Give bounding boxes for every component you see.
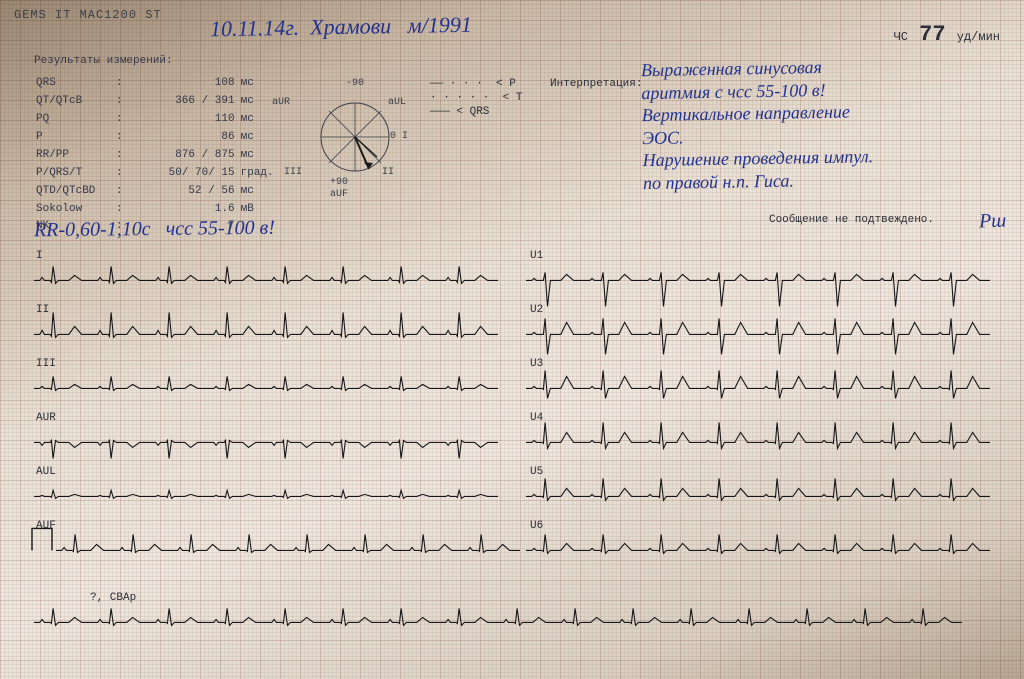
meas-unit	[241, 219, 281, 235]
meas-unit: мс	[241, 130, 281, 146]
meas-val: 876 / 875	[129, 148, 239, 164]
meas-key: Sokolow	[36, 202, 114, 218]
ecg-lead-u6: U6	[522, 518, 1002, 572]
meas-val: 110	[129, 112, 239, 128]
ecg-lead-auf: AUF	[30, 518, 510, 572]
axis-plus90-label: +90	[330, 177, 348, 188]
ecg-rhythm-strip: ?, СВАр	[30, 590, 998, 644]
meas-unit: град.	[241, 166, 281, 182]
table-row: QRS:108мс	[36, 76, 281, 92]
heart-rate-box: ЧС 77 уд/мин	[894, 22, 1000, 47]
axis-aur-label: aUR	[272, 97, 290, 108]
legend-qrs: < QRS	[456, 106, 489, 118]
meas-key: RR/PP	[36, 148, 114, 164]
meas-key: NK	[36, 219, 114, 235]
ecg-lead-u2: U2	[522, 302, 1002, 356]
measurements-title: Результаты измерений:	[34, 54, 283, 70]
meas-unit: мс	[241, 148, 281, 164]
table-row: QTD/QTcBD:52 / 56мс	[36, 184, 281, 200]
table-row: QT/QTcB:366 / 391мс	[36, 94, 281, 110]
meas-val: 7	[129, 219, 239, 235]
ecg-lead-u1: U1	[522, 248, 1002, 302]
ecg-lead-aul: AUL	[30, 464, 510, 518]
pqrs-legend: —— · · · < P · · · · · < T ——— < QRS	[430, 78, 522, 119]
legend-p: < P	[496, 78, 516, 90]
ecg-lead-u4: U4	[522, 410, 1002, 464]
table-row: PQ:110мс	[36, 112, 281, 128]
table-row: P:86мс	[36, 130, 281, 146]
ecg-lead-aur: AUR	[30, 410, 510, 464]
ecg-lead-iii: III	[30, 356, 510, 410]
meas-val: 366 / 391	[129, 94, 239, 110]
meas-unit: мс	[241, 112, 281, 128]
table-row: NK:7	[36, 219, 281, 235]
measurements-table: QRS:108мс QT/QTcB:366 / 391мс PQ:110мс P:86…	[34, 74, 283, 237]
meas-key: QT/QTcB	[36, 94, 114, 110]
interpretation-label: Интерпретация:	[550, 78, 642, 90]
measurements-block: Результаты измерений: QRS:108мс QT/QTcB:3…	[34, 54, 283, 237]
axis-diagram: -90 aUR aUL 0 I II III +90 aUF	[290, 78, 420, 185]
axis-iii-label: III	[284, 167, 302, 178]
axis-auf-label: aUF	[330, 189, 348, 200]
meas-key: QRS	[36, 76, 114, 92]
device-model: GEMS IT MAC1200 ST	[14, 8, 1010, 22]
meas-val: 52 / 56	[129, 184, 239, 200]
meas-val: 108	[129, 76, 239, 92]
hr-label: ЧС	[894, 30, 908, 44]
table-row: Sokolow:1.6мВ	[36, 202, 281, 218]
axis-ii-label: II	[382, 167, 394, 178]
handwritten-signature: Рш	[978, 210, 1006, 234]
meas-key: P/QRS/T	[36, 166, 114, 182]
meas-unit: мВ	[241, 202, 281, 218]
meas-val: 86	[129, 130, 239, 146]
meas-key: QTD/QTcBD	[36, 184, 114, 200]
meas-unit: мс	[241, 184, 281, 200]
axis-top-label: -90	[290, 78, 420, 89]
axis-i-label: 0 I	[390, 131, 408, 142]
table-row: RR/PP:876 / 875мс	[36, 148, 281, 164]
table-row: P/QRS/T:50/ 70/ 15град.	[36, 166, 281, 182]
ecg-lead-i: I	[30, 248, 510, 302]
meas-key: P	[36, 130, 114, 146]
ecg-traces: IIIIIIAURAULAUFU1U2U3U4U5U6?, СВАр	[30, 248, 1002, 669]
ecg-lead-ii: II	[30, 302, 510, 356]
hr-unit: уд/мин	[957, 30, 1000, 44]
ecg-lead-u3: U3	[522, 356, 1002, 410]
ecg-lead-u5: U5	[522, 464, 1002, 518]
meas-val: 50/ 70/ 15	[129, 166, 239, 182]
hr-value: 77	[915, 22, 949, 47]
meas-key: PQ	[36, 112, 114, 128]
meas-val: 1.6	[129, 202, 239, 218]
unconfirmed-label: Сообщение не подтвеждено.	[769, 214, 934, 226]
handwritten-interpretation: Выраженная синусовая аритмия с чсс 55-10…	[641, 53, 1003, 194]
meas-unit: мс	[241, 76, 281, 92]
axis-aul-label: aUL	[388, 97, 406, 108]
legend-t: < T	[503, 92, 523, 104]
